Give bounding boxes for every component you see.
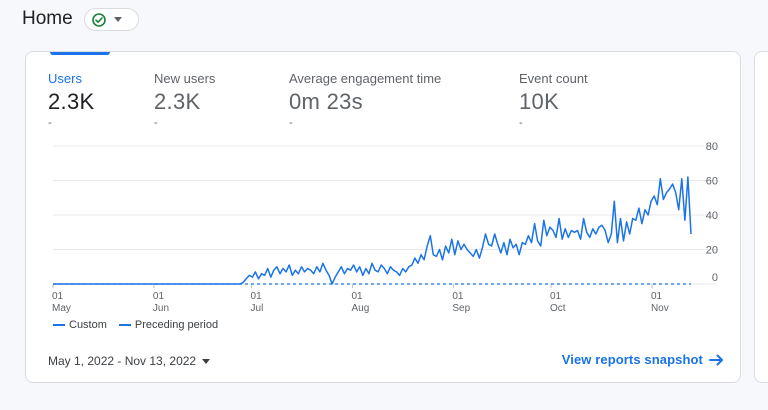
y-tick-label: 80 <box>706 141 718 153</box>
y-tick-label: 0 <box>712 272 718 284</box>
property-status-dropdown[interactable] <box>84 8 139 31</box>
x-tick-day: 01 <box>452 291 464 302</box>
legend-item-custom: Custom <box>53 319 107 331</box>
x-tick-month: Nov <box>651 303 669 314</box>
legend-swatch-solid <box>53 324 65 326</box>
series-line-custom <box>53 176 692 285</box>
chart-legend: Custom Preceding period <box>53 319 230 331</box>
x-tick-day: 01 <box>153 291 165 302</box>
legend-label: Custom <box>69 319 107 331</box>
metric-event-count[interactable]: Event count 10K - <box>519 71 588 129</box>
check-circle-icon <box>92 12 106 27</box>
y-tick-label: 40 <box>706 210 718 222</box>
metric-value: 2.3K <box>154 89 201 114</box>
metric-avg-engagement-time[interactable]: Average engagement time 0m 23s - <box>289 71 441 129</box>
x-tick-day: 01 <box>550 291 562 302</box>
metric-delta: - <box>289 117 293 129</box>
x-tick-month: Jul <box>251 303 264 314</box>
date-range-label: May 1, 2022 - Nov 13, 2022 <box>48 354 197 368</box>
metric-value: 2.3K <box>48 89 95 114</box>
legend-label: Preceding period <box>134 319 219 331</box>
legend-swatch-dashed <box>118 324 131 326</box>
arrow-right-icon <box>709 354 723 365</box>
metric-delta: - <box>48 117 52 129</box>
overview-card: Users 2.3K - New users 2.3K - Average en… <box>25 51 741 383</box>
metric-delta: - <box>154 117 158 129</box>
metric-label: Average engagement time <box>289 71 442 86</box>
next-card-edge <box>754 51 768 383</box>
y-tick-label: 20 <box>706 245 718 257</box>
users-line-chart: 80604020001May01Jun01Jul01Aug01Sep01Oct0… <box>52 141 718 314</box>
metric-label: Event count <box>519 71 588 86</box>
legend-item-preceding: Preceding period <box>118 319 219 331</box>
metric-label: New users <box>154 71 216 86</box>
x-tick-month: May <box>52 303 71 314</box>
x-tick-month: Aug <box>351 303 369 314</box>
metric-users[interactable]: Users 2.3K - <box>48 71 94 129</box>
x-tick-month: Sep <box>452 303 470 314</box>
x-tick-day: 01 <box>651 291 663 302</box>
metric-new-users[interactable]: New users 2.3K - <box>154 71 215 129</box>
view-reports-snapshot-link[interactable]: View reports snapshot <box>562 352 724 367</box>
metric-delta: - <box>519 117 523 129</box>
caret-down-icon <box>202 359 211 364</box>
page-title: Home <box>22 8 73 29</box>
caret-down-icon <box>114 17 122 22</box>
x-tick-day: 01 <box>251 291 263 302</box>
x-tick-day: 01 <box>52 291 64 302</box>
x-tick-month: Oct <box>550 303 566 314</box>
metric-value: 10K <box>519 89 560 114</box>
metric-label: Users <box>48 71 82 86</box>
x-tick-month: Jun <box>153 303 169 314</box>
x-tick-day: 01 <box>351 291 363 302</box>
snapshot-link-label: View reports snapshot <box>561 352 703 367</box>
date-range-picker[interactable]: May 1, 2022 - Nov 13, 2022 <box>48 354 211 368</box>
y-tick-label: 60 <box>706 176 718 188</box>
active-tab-indicator <box>50 52 110 55</box>
metric-value: 0m 23s <box>289 89 363 114</box>
